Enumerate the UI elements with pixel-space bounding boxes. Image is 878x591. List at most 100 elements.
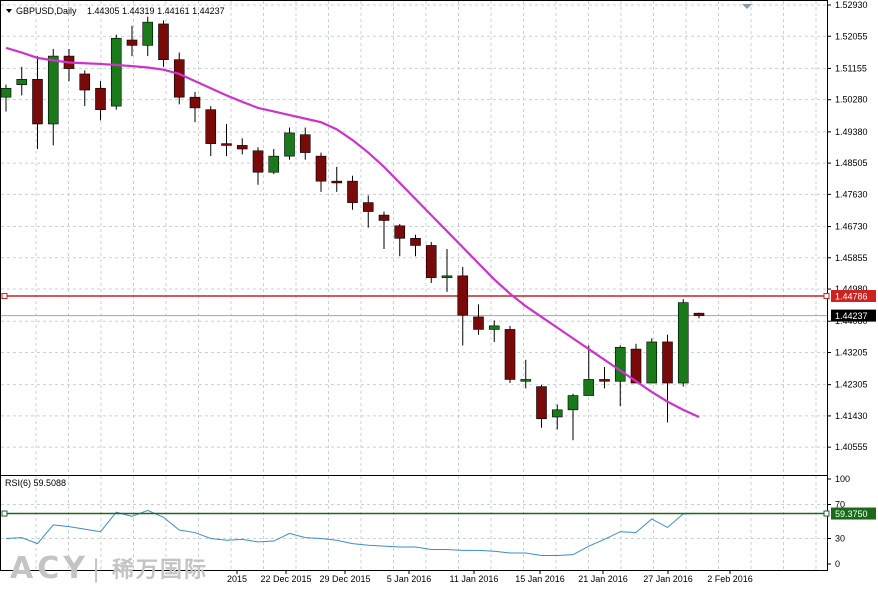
y-tick-label: 1.47630	[835, 189, 868, 199]
x-tick-label: 22 Dec 2015	[260, 574, 311, 584]
candle-body-bull	[142, 21, 154, 46]
candle-body-bull	[567, 395, 579, 411]
resistance-handle-right[interactable]	[823, 292, 830, 299]
y-tick-label: 1.50280	[835, 95, 868, 105]
y-tick-label: 1.46730	[835, 222, 868, 232]
candle-body-bear	[362, 202, 374, 212]
candle	[677, 299, 689, 387]
candle	[646, 338, 658, 384]
rsi-tick-label: 70	[835, 500, 845, 510]
candle	[47, 48, 59, 146]
shift-marker-icon[interactable]	[742, 4, 752, 9]
x-tick-label: 2015	[227, 574, 247, 584]
resistance-badge	[831, 289, 876, 302]
candle	[331, 166, 343, 192]
y-tick-label: 1.42305	[835, 380, 868, 390]
x-tick-label: 21 Jan 2016	[578, 574, 628, 584]
candle	[630, 343, 642, 384]
candle	[32, 56, 43, 149]
candle-body-bear	[252, 150, 264, 173]
candle	[79, 70, 91, 107]
x-tick-label: 2 Feb 2016	[707, 574, 753, 584]
candle-body-bear	[236, 145, 248, 150]
candle	[158, 20, 169, 67]
y-tick-label: 1.52055	[835, 31, 868, 41]
collapse-triangle-icon[interactable]	[6, 9, 12, 13]
candle-body-bull	[520, 379, 532, 382]
candle-body-bear	[95, 87, 106, 110]
y-tick-label: 1.49380	[835, 127, 868, 137]
candle	[457, 266, 469, 346]
candle	[205, 106, 217, 157]
rsi-tick-label: 0	[835, 559, 840, 569]
candle	[614, 345, 626, 407]
candle-body-bull	[646, 341, 658, 384]
candle-body-bear	[662, 341, 673, 384]
time-axis: 2015 22 Dec 2015 29 Dec 2015 5 Jan 2016 11 J…	[227, 570, 753, 584]
y-tick-label: 1.51155	[835, 63, 867, 73]
candle-body-bull	[110, 37, 122, 107]
candle-body-bear	[457, 275, 469, 316]
watermark-logo: ACY	[10, 551, 89, 586]
rsi-grid	[1, 476, 827, 570]
candle	[362, 195, 374, 228]
candle-body-bear	[347, 180, 358, 203]
candle-body-bear	[189, 96, 201, 109]
y-tick-label: 1.44980	[835, 284, 868, 294]
rsi-level-handle-left[interactable]	[1, 510, 8, 517]
candle-body-bear	[536, 386, 547, 420]
candle	[252, 147, 264, 185]
candle	[410, 234, 421, 257]
rsi-level-line: 59.3750	[1, 507, 876, 520]
resistance-handle-left[interactable]	[1, 292, 8, 299]
candle-body-bull	[614, 347, 626, 382]
candle	[583, 345, 595, 396]
candle	[599, 366, 610, 389]
rsi-level-badge	[831, 507, 876, 520]
candle-body-bull	[0, 87, 12, 98]
candle-body-bear	[173, 59, 185, 98]
y-tick-label: 1.43205	[835, 347, 868, 357]
candle-body-bear	[394, 225, 406, 239]
watermark-separator: |	[92, 555, 102, 583]
candle-body-bull	[488, 325, 500, 330]
candle-body-bear	[315, 155, 327, 182]
candle	[536, 384, 547, 428]
candle	[473, 304, 484, 335]
candle-body-bear	[425, 245, 437, 278]
candle-body-bear	[299, 134, 311, 153]
candle-body-bear	[205, 109, 217, 144]
rsi-axis: 100 70 30 0	[827, 474, 850, 569]
watermark-cn: 稀万国际	[112, 557, 208, 583]
rsi-tick-label: 100	[835, 474, 850, 484]
candle	[441, 249, 453, 292]
candle	[236, 138, 248, 155]
horizontal-lines: 1.44786 1.44237	[1, 289, 876, 322]
x-tick-label: 11 Jan 2016	[450, 574, 499, 584]
candle-body-bull	[583, 379, 595, 396]
candle-body-bear	[410, 238, 421, 246]
candlestick-series	[0, 16, 705, 441]
candle-body-bear	[126, 39, 138, 46]
x-tick-label: 15 Jan 2016	[515, 574, 565, 584]
candle	[551, 404, 563, 430]
candle-body-bear	[473, 316, 484, 330]
candle-body-bear	[158, 23, 169, 60]
grid	[1, 1, 827, 475]
candle-body-bear	[630, 348, 642, 384]
resistance-badge-label: 1.44786	[835, 291, 868, 301]
rsi-level-handle-right[interactable]	[823, 510, 830, 517]
candle	[221, 123, 232, 157]
candle	[504, 325, 516, 384]
price-axis: 1.52930 1.52055 1.51155 1.50280 1.49380 1.485…	[827, 0, 868, 452]
candle-body-bull	[677, 302, 689, 384]
candle	[0, 84, 12, 112]
chart-ohlc: 1.44305 1.44319 1.44161 1.44237	[87, 6, 225, 16]
candle	[662, 334, 673, 423]
moving-average-line	[5, 46, 700, 418]
rsi-panel-frame	[0, 475, 828, 571]
candle-body-bull	[47, 55, 59, 125]
rsi-label: RSI(6) 59.5088	[5, 478, 66, 488]
candle	[488, 320, 500, 342]
